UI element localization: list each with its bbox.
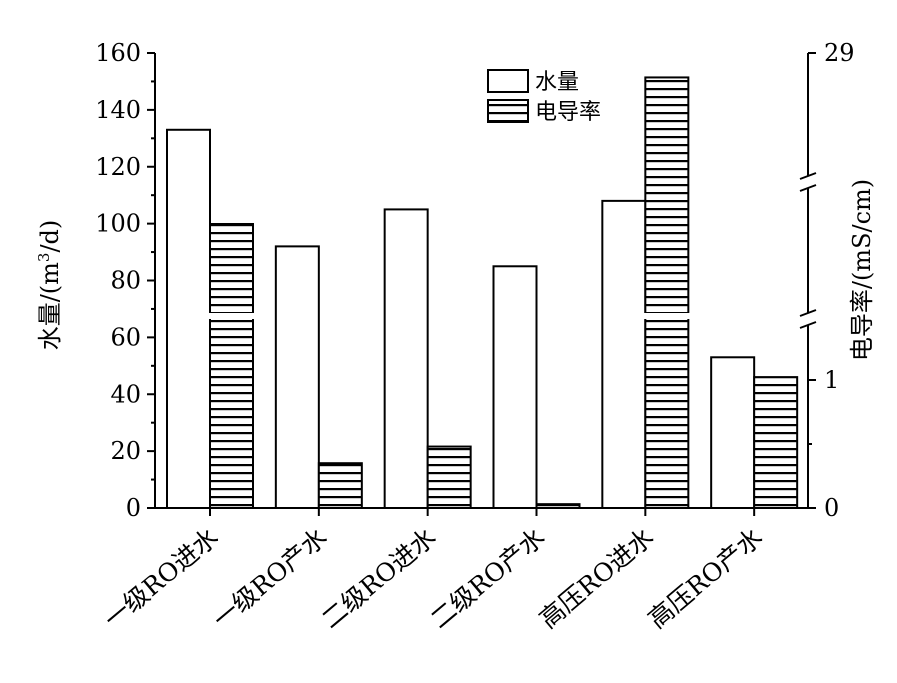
- bar-water-5: [601, 199, 647, 509]
- legend-label-conductivity: 电导率: [535, 100, 601, 125]
- x-tick-label-5: 高压RO进水: [534, 522, 659, 634]
- axis-break-mark-1: [799, 172, 817, 180]
- left-tick-label-1: 0: [126, 494, 141, 522]
- left-tick-label-4: 60: [110, 323, 141, 351]
- x-tick-label-1: 一级RO进水: [98, 522, 223, 634]
- axis-break-mark-4: [799, 321, 817, 329]
- bar-water-3: [383, 208, 429, 509]
- bar-water-2: [274, 245, 320, 509]
- left-tick-label-7: 120: [95, 153, 141, 181]
- legend: 水量 电导率: [487, 69, 601, 125]
- bar-break-gap-2: [643, 313, 691, 319]
- legend-label-water: 水量: [535, 70, 579, 95]
- x-tick-label-4: 二级RO产水: [425, 522, 550, 634]
- legend-swatch-water: [487, 69, 529, 93]
- right-tick-label-1: 0: [824, 494, 839, 522]
- x-tick-label-2: 一级RO产水: [207, 522, 332, 634]
- right-tick-label-2: 1: [824, 366, 839, 394]
- left-axis-title: 水量/(m3/d): [35, 220, 64, 351]
- left-tick-label-8: 140: [95, 96, 141, 124]
- left-tick-label-3: 40: [110, 380, 141, 408]
- axis-break-mark-3: [799, 309, 817, 317]
- axis-break-mark-2: [799, 184, 817, 192]
- right-tick-label-3: 29: [824, 39, 855, 67]
- bar-conductivity-5: [644, 76, 690, 510]
- bar-break-gap-1: [208, 313, 255, 319]
- bar-conductivity-3: [426, 445, 472, 509]
- bars-layer: [166, 76, 799, 510]
- left-tick-label-6: 100: [95, 210, 141, 238]
- bar-conductivity-1: [209, 223, 254, 509]
- bar-conductivity-2: [317, 462, 363, 510]
- bar-water-4: [492, 265, 538, 509]
- left-tick-label-9: 160: [95, 39, 141, 67]
- x-tick-label-3: 二级RO进水: [316, 522, 441, 634]
- left-tick-label-2: 20: [110, 437, 141, 465]
- legend-swatch-conductivity: [487, 99, 529, 123]
- bar-water-1: [166, 128, 211, 509]
- bar-water-6: [710, 356, 756, 509]
- right-axis-title: 电导率/(mS/cm): [848, 179, 876, 361]
- bar-conductivity-6: [753, 376, 799, 509]
- left-tick-label-5: 80: [110, 267, 141, 295]
- x-tick-label-6: 高压RO产水: [643, 522, 768, 634]
